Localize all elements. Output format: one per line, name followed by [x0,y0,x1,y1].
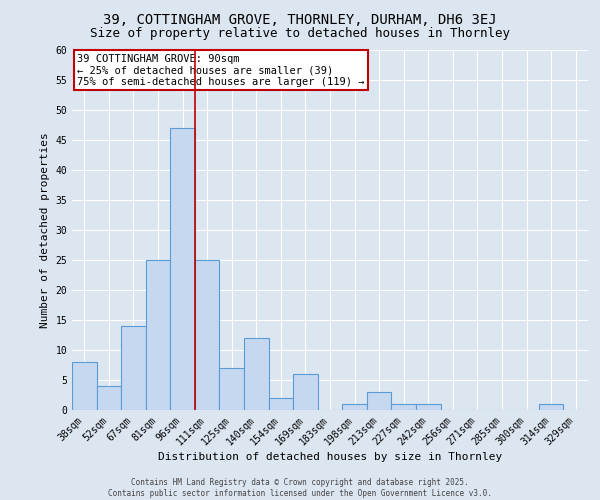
Bar [146,260,170,410]
Bar [195,260,220,410]
Bar [72,362,97,410]
X-axis label: Distribution of detached houses by size in Thornley: Distribution of detached houses by size … [158,452,502,462]
Bar [416,404,440,410]
Bar [539,404,563,410]
Bar [342,404,367,410]
Bar [391,404,416,410]
Bar [367,392,391,410]
Bar [293,374,318,410]
Bar [269,398,293,410]
Bar [97,386,121,410]
Text: Size of property relative to detached houses in Thornley: Size of property relative to detached ho… [90,28,510,40]
Text: 39, COTTINGHAM GROVE, THORNLEY, DURHAM, DH6 3EJ: 39, COTTINGHAM GROVE, THORNLEY, DURHAM, … [103,12,497,26]
Bar [121,326,146,410]
Y-axis label: Number of detached properties: Number of detached properties [40,132,50,328]
Bar [244,338,269,410]
Text: Contains HM Land Registry data © Crown copyright and database right 2025.
Contai: Contains HM Land Registry data © Crown c… [108,478,492,498]
Text: 39 COTTINGHAM GROVE: 90sqm
← 25% of detached houses are smaller (39)
75% of semi: 39 COTTINGHAM GROVE: 90sqm ← 25% of deta… [77,54,365,87]
Bar [170,128,195,410]
Bar [220,368,244,410]
